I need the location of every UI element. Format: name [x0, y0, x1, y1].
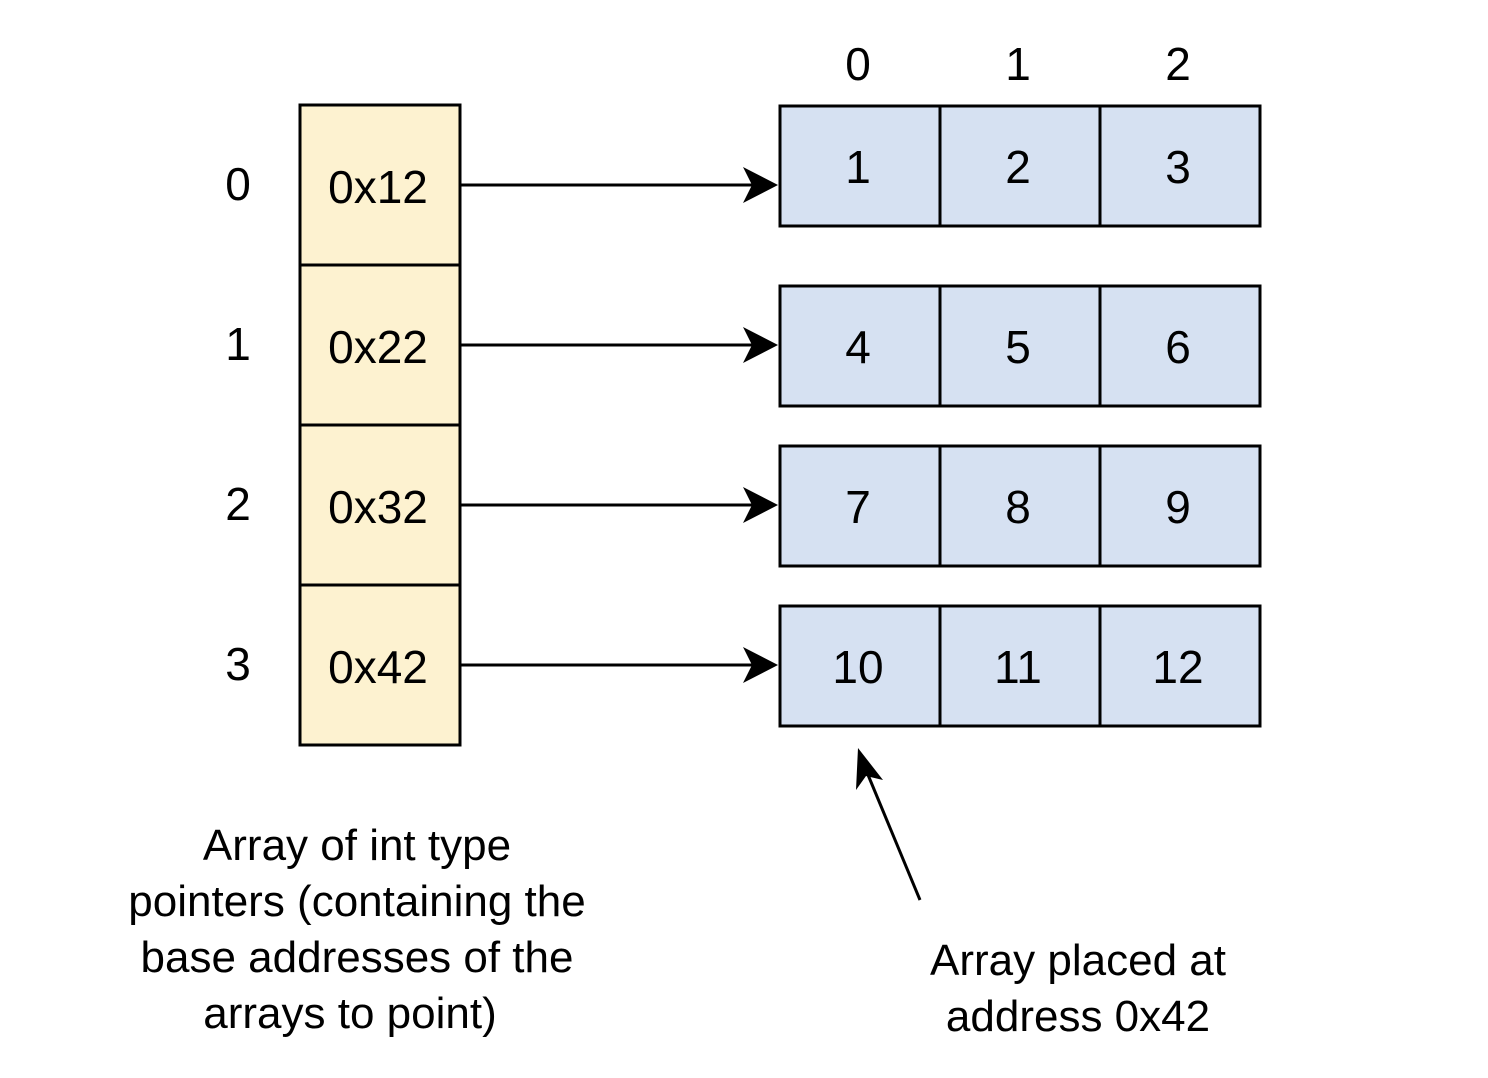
pointer-cell — [298, 423, 462, 587]
column-index: 0 — [845, 38, 871, 90]
array-cell — [1098, 284, 1262, 408]
row-index: 1 — [225, 318, 251, 370]
annotation-arrow — [856, 748, 922, 901]
caption-line: base addresses of the — [141, 933, 574, 982]
array-cell — [1098, 604, 1262, 728]
row-index: 0 — [225, 158, 251, 210]
array-cell — [1098, 444, 1262, 568]
pointer-array-caption: Array of int type pointers (containing t… — [128, 821, 585, 1038]
array-value: 2 — [1005, 141, 1031, 193]
pointer-cell — [298, 103, 462, 267]
int-array-row-3: 10 11 12 — [778, 604, 1262, 728]
column-index: 2 — [1165, 38, 1191, 90]
array-cell — [778, 444, 942, 568]
array-value: 1 — [845, 141, 871, 193]
row-indices: 0 1 2 3 — [225, 158, 251, 690]
array-cell — [938, 104, 1102, 228]
array-cell — [938, 284, 1102, 408]
array-cell — [938, 604, 1102, 728]
pointer-address: 0x42 — [328, 641, 428, 693]
column-indices: 0 1 2 — [845, 38, 1191, 90]
pointer-cell — [298, 583, 462, 747]
arrowhead-icon — [743, 647, 778, 683]
arrowhead-icon — [856, 748, 883, 790]
int-array-row-2: 7 8 9 — [778, 444, 1262, 568]
array-cell — [938, 444, 1102, 568]
arrowhead-icon — [743, 327, 778, 363]
array-value: 3 — [1165, 141, 1191, 193]
pointer-address: 0x12 — [328, 161, 428, 213]
pointer-arrows — [461, 167, 778, 683]
array-value: 11 — [994, 641, 1042, 693]
pointer-address: 0x22 — [328, 321, 428, 373]
array-value: 6 — [1165, 321, 1191, 373]
array-value: 7 — [845, 481, 871, 533]
caption-line: address 0x42 — [946, 992, 1210, 1041]
caption-line: pointers (containing the — [128, 877, 585, 926]
caption-line: arrays to point) — [203, 989, 496, 1038]
arrowhead-icon — [743, 167, 778, 203]
array-value: 9 — [1165, 481, 1191, 533]
arrow-connector — [864, 769, 922, 901]
row-index: 3 — [225, 638, 251, 690]
array-value: 10 — [832, 641, 883, 693]
caption-line: Array of int type — [203, 821, 511, 870]
array-cell — [778, 604, 942, 728]
row-index: 2 — [225, 478, 251, 530]
array-value: 4 — [845, 321, 871, 373]
placed-array-caption: Array placed at address 0x42 — [930, 936, 1226, 1041]
array-cell — [778, 284, 942, 408]
pointer-cell — [298, 263, 462, 427]
pointer-address: 0x32 — [328, 481, 428, 533]
column-index: 1 — [1005, 38, 1031, 90]
int-array-row-0: 1 2 3 — [778, 104, 1262, 228]
array-value: 5 — [1005, 321, 1031, 373]
int-array-row-1: 4 5 6 — [778, 284, 1262, 408]
array-cell — [1098, 104, 1262, 228]
arrowhead-icon — [743, 487, 778, 523]
caption-line: Array placed at — [930, 936, 1226, 985]
pointer-array: 0x12 0x22 0x32 0x42 — [298, 103, 462, 747]
array-value: 12 — [1152, 641, 1203, 693]
array-value: 8 — [1005, 481, 1031, 533]
